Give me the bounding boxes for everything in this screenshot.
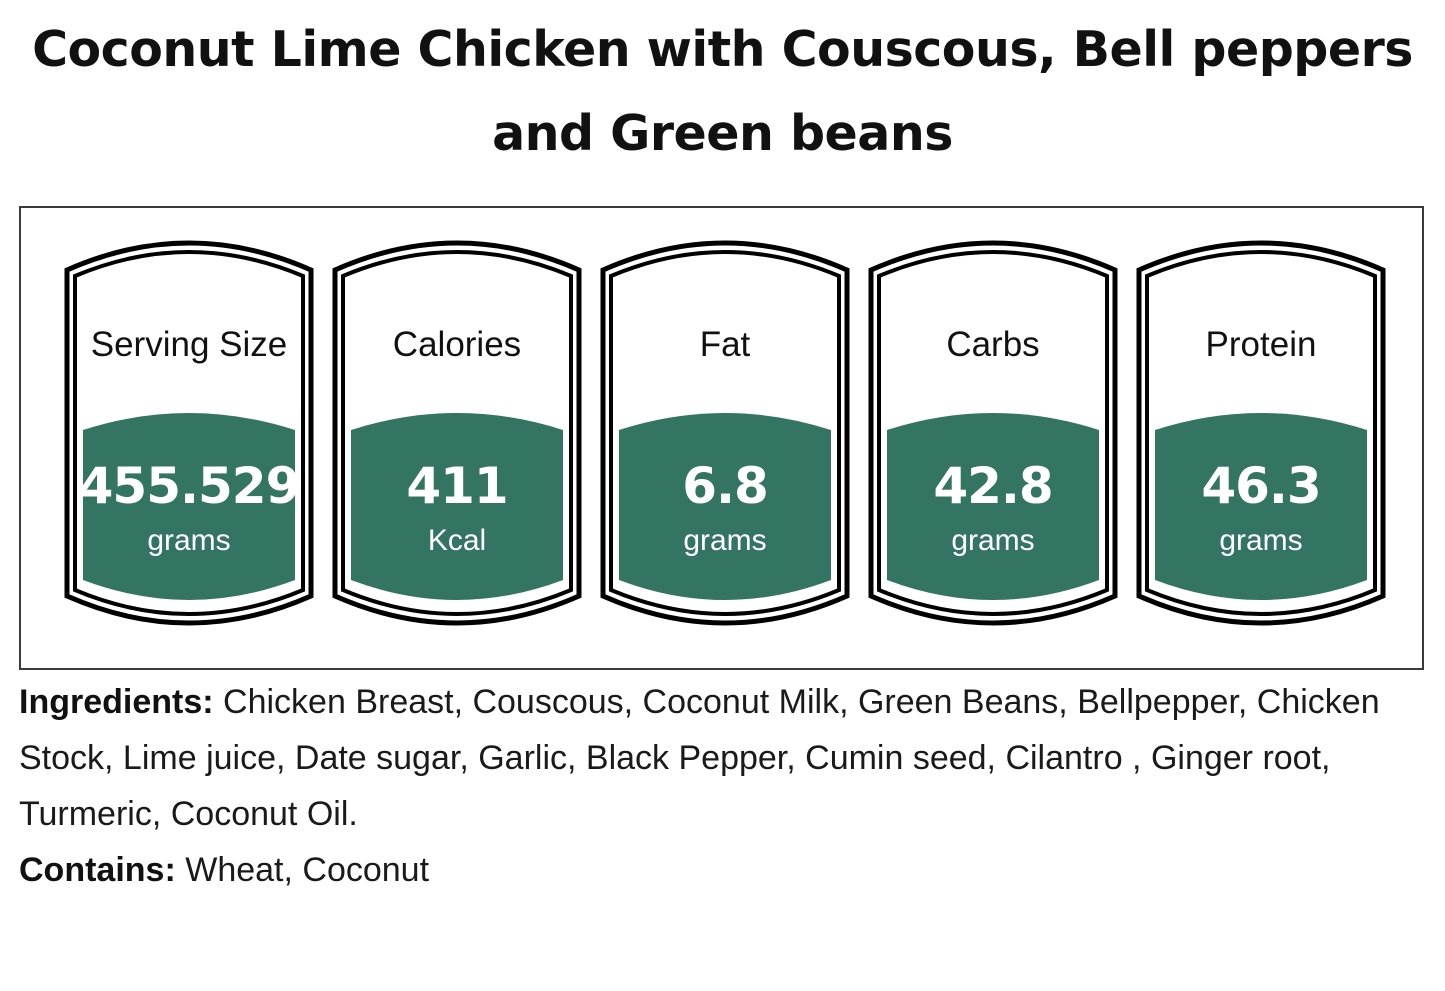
nutrition-card-serving-size: Serving Size 455.529 grams [63, 238, 315, 630]
nutrition-card-carbs: Carbs 42.8 grams [867, 238, 1119, 630]
card-shape [868, 240, 1118, 626]
contains-paragraph: Contains: Wheat, Coconut [19, 842, 1419, 898]
card-label: Protein [1205, 325, 1317, 364]
card-shape [600, 240, 850, 626]
card-value: 46.3 [1201, 457, 1321, 515]
card-unit: grams [1219, 524, 1303, 557]
card-label: Calories [392, 325, 522, 364]
page-title: Coconut Lime Chicken with Couscous, Bell… [32, 21, 1413, 162]
contains-label: Contains: [19, 851, 176, 889]
card-shape [332, 240, 582, 626]
ingredients-paragraph: Ingredients: Chicken Breast, Couscous, C… [19, 674, 1419, 842]
nutrition-card-fat: Fat 6.8 grams [599, 238, 851, 630]
card-label: Carbs [946, 325, 1040, 364]
card-unit: grams [951, 524, 1035, 557]
ingredients-section: Ingredients: Chicken Breast, Couscous, C… [19, 674, 1419, 898]
card-unit: grams [147, 524, 231, 557]
ingredients-text: Chicken Breast, Couscous, Coconut Milk, … [19, 683, 1380, 833]
card-value: 42.8 [933, 457, 1053, 515]
card-shape [1136, 240, 1386, 626]
nutrition-panel: Serving Size 455.529 grams Calories 411 … [19, 206, 1424, 670]
card-label: Serving Size [90, 325, 288, 364]
nutrition-card-calories: Calories 411 Kcal [331, 238, 583, 630]
card-value: 411 [406, 457, 508, 515]
card-unit: Kcal [427, 524, 487, 557]
card-label: Fat [699, 325, 751, 364]
card-shape [64, 240, 314, 626]
card-value: 455.529 [78, 457, 301, 515]
card-unit: grams [683, 524, 767, 557]
ingredients-label: Ingredients: [19, 683, 214, 721]
card-value: 6.8 [682, 457, 769, 515]
nutrition-card-protein: Protein 46.3 grams [1135, 238, 1387, 630]
contains-text: Wheat, Coconut [185, 851, 430, 889]
